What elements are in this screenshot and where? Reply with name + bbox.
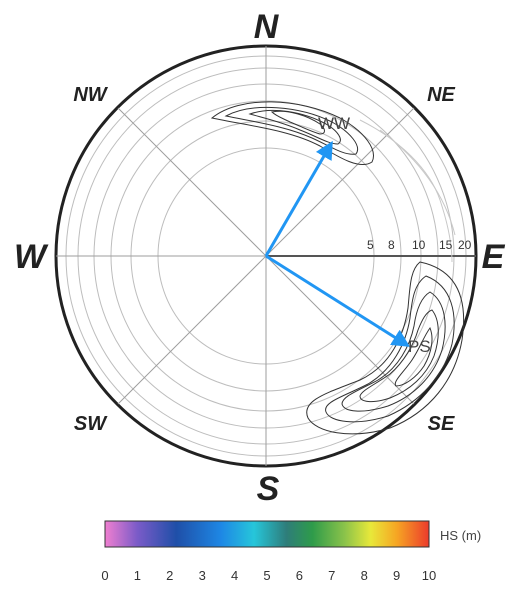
colorbar-tick-label: 5 [263, 568, 270, 583]
ps-direction-arrow [265, 254, 411, 347]
colorbar-tick-label: 0 [101, 568, 108, 583]
colorbar-tick-label: 6 [296, 568, 303, 583]
label-northeast: NE [427, 84, 455, 106]
hs-colorbar [104, 520, 430, 548]
label-northwest: NW [73, 84, 108, 106]
ww-direction-arrow [264, 140, 333, 257]
radial-tick: 20 [458, 238, 472, 252]
radial-tick: 5 [367, 238, 374, 252]
colorbar-tick-label: 10 [422, 568, 436, 583]
colorbar-ticks: 0 1 2 3 4 5 6 7 8 9 10 [101, 568, 436, 583]
colorbar-tick-label: 2 [166, 568, 173, 583]
colorbar-tick-label: 3 [199, 568, 206, 583]
label-southwest: SW [74, 413, 108, 435]
ps-peak-label: PS [408, 337, 431, 356]
ww-contours [210, 101, 374, 166]
radial-tick: 8 [388, 238, 395, 252]
colorbar-tick-label: 7 [328, 568, 335, 583]
label-west: W [14, 238, 49, 276]
radial-tick: 15 [439, 238, 453, 252]
ps-contours [306, 261, 465, 435]
label-north: N [254, 8, 280, 46]
radial-tick-labels: 5 8 10 15 20 [367, 238, 472, 252]
radial-tick: 10 [412, 238, 426, 252]
ww-peak-label: WW [318, 114, 350, 133]
colorbar-tick-label: 8 [361, 568, 368, 583]
label-south: S [257, 470, 280, 508]
colorbar-tick-label: 9 [393, 568, 400, 583]
colorbar-tick-label: 1 [134, 568, 141, 583]
label-southeast: SE [428, 413, 455, 435]
label-east: E [482, 238, 506, 276]
colorbar-label: HS (m) [440, 528, 481, 543]
swirl-lines [359, 119, 456, 263]
colorbar-tick-label: 4 [231, 568, 238, 583]
